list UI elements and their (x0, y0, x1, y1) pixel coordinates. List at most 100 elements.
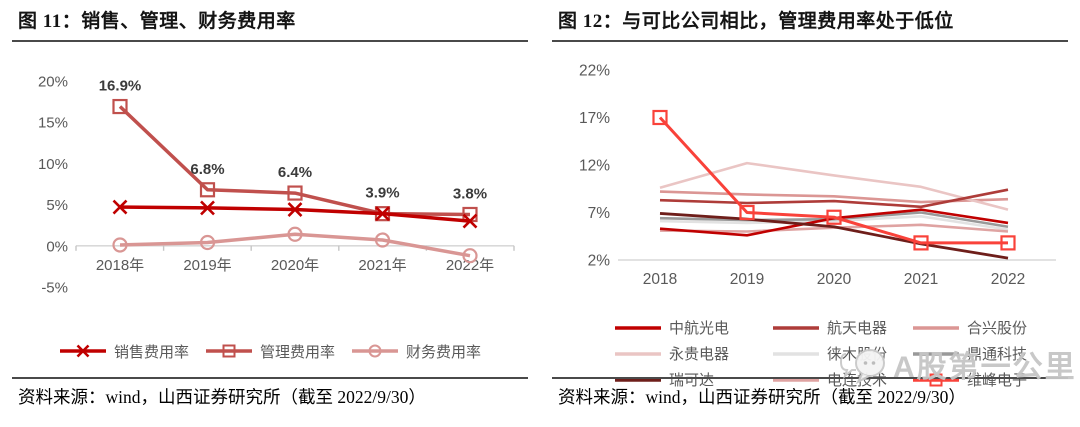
legend-item-财务费用率: 财务费用率 (351, 341, 481, 362)
x-marker (462, 213, 478, 229)
circle-marker (368, 344, 382, 358)
square-marker (826, 209, 842, 225)
y-tick-label: 5% (46, 197, 68, 214)
y-tick-label: 22% (579, 63, 610, 80)
fig12-legend: 中航光电 航天电器 合兴股份 永贵电器 徕木股份 鼎通科技 瑞可达 电连技术 维峰电子 (540, 307, 1080, 389)
fig11-title-rule (12, 40, 528, 42)
legend-swatch (59, 344, 106, 358)
chat-bubble-icon (840, 349, 885, 384)
series-line-财务费用率 (119, 232, 471, 258)
legend-swatch (773, 377, 819, 382)
y-tick-label: 17% (579, 110, 610, 127)
y-tick-label: -5% (41, 280, 68, 297)
y-tick-label: 7% (588, 205, 611, 222)
fig11-source: 资料来源：wind，山西证券研究所（截至 2022/9/30） (18, 387, 426, 407)
legend-item-中航光电: 中航光电 (614, 317, 772, 338)
legend-item-维峰电子: 维峰电子 (912, 369, 1080, 390)
point-label: 6.4% (278, 164, 312, 181)
fig12-plot: 22% 17% 12% 7% 2% 2018 2019 2020 2021 2022 (579, 63, 1056, 288)
x-tick-label: 2018年 (96, 257, 144, 274)
series-line-徕木股份 (659, 215, 1009, 231)
legend-swatch (913, 373, 959, 386)
square-marker (652, 109, 668, 126)
fig12-chart: 22% 17% 12% 7% 2% 2018 2019 2020 2021 2022 (540, 44, 1080, 307)
square-marker (199, 182, 216, 198)
point-label: 3.9% (365, 185, 399, 202)
x-marker (375, 206, 390, 222)
x-tick-label: 2021 (904, 271, 938, 288)
square-marker (112, 98, 128, 115)
point-label: 16.9% (99, 78, 142, 95)
legend-swatch (615, 351, 661, 356)
circle-marker (374, 232, 391, 248)
legend-swatch (615, 377, 661, 382)
x-tick-label: 2019年 (183, 257, 231, 274)
x-tick-label: 2022 (991, 271, 1025, 288)
legend-swatch (913, 351, 959, 356)
y-tick-label: 12% (579, 158, 610, 175)
x-marker (76, 344, 90, 358)
legend-item-鼎通科技: 鼎通科技 (912, 343, 1080, 364)
legend-label: 合兴股份 (967, 320, 1028, 337)
point-label: 6.8% (190, 161, 224, 178)
legend-label: 瑞可达 (669, 372, 715, 389)
square-marker (1000, 235, 1016, 251)
legend-label: 永贵电器 (669, 346, 730, 363)
series-line-维峰电子 (658, 116, 1008, 245)
x-tick-label: 2020年 (271, 257, 319, 274)
x-tick-label: 2021年 (358, 257, 406, 274)
square-marker (222, 344, 236, 358)
y-tick-label: 20% (38, 74, 68, 91)
legend-item-航天电器: 航天电器 (772, 317, 912, 338)
panel-fig11: 图 11：销售、管理、财务费用率 20% 15% 10% 5% 0% -5% 2018年 20… (0, 11, 540, 407)
fig12-title-rule (552, 40, 1068, 42)
watermark: A股第一公里 (840, 342, 1077, 386)
legend-swatch (773, 325, 819, 330)
circle-marker (462, 248, 478, 264)
legend-swatch (615, 325, 661, 330)
series-line-航天电器 (659, 188, 1009, 209)
square-marker (929, 373, 943, 386)
point-label: 3.8% (453, 185, 487, 202)
legend-label: 销售费用率 (113, 343, 189, 361)
legend-item-永贵电器: 永贵电器 (614, 343, 772, 364)
circle-marker (199, 234, 216, 251)
y-tick-label: 0% (46, 238, 68, 255)
fig11-plot: 20% 15% 10% 5% 0% -5% 2018年 2019年 2020年 2021年 2022… (38, 74, 515, 297)
fig11-legend: 销售费用率 管理费用率 财务费用率 (0, 307, 540, 377)
legend-label: 航天电器 (827, 320, 888, 337)
circle-marker (112, 237, 128, 253)
legend-label: 中航光电 (669, 320, 730, 337)
square-marker (739, 204, 755, 221)
y-tick-label: 2% (588, 253, 611, 270)
legend-swatch (205, 344, 252, 358)
x-tick-label: 2018 (643, 271, 677, 288)
x-tick-label: 2019 (730, 271, 764, 288)
panel-fig12: 图 12：与可比公司相比，管理费用率处于低位 22% 17% 12% 7% 2% 2018… (540, 0, 1080, 427)
fig11-bottom-rule (12, 377, 528, 379)
watermark-text: A股第一公里 (893, 351, 1077, 384)
fig12-bottom-rule (552, 377, 1068, 379)
legend-swatch (913, 325, 959, 330)
x-tick-label: 2020 (817, 271, 852, 288)
y-tick-label: 10% (38, 156, 68, 173)
fig11-chart: 20% 15% 10% 5% 0% -5% 2018年 2019年 2020年 2021年 2022… (0, 44, 540, 307)
legend-label: 维峰电子 (967, 372, 1028, 389)
fig11-title: 图 11：销售、管理、财务费用率 (18, 11, 296, 32)
fig12-source: 资料来源：wind，山西证券研究所（截至 2022/9/30） (558, 387, 966, 407)
series-line-永贵电器 (659, 161, 1009, 211)
series-line-瑞可达 (659, 212, 1009, 260)
x-marker (287, 202, 303, 217)
legend-swatch (352, 344, 398, 358)
legend-label: 鼎通科技 (967, 346, 1028, 363)
square-marker (287, 185, 303, 201)
legend-item-销售费用率: 销售费用率 (59, 341, 189, 362)
legend-label: 财务费用率 (406, 343, 482, 361)
legend-item-管理费用率: 管理费用率 (205, 341, 335, 362)
legend-label: 管理费用率 (259, 343, 335, 361)
square-marker (913, 235, 929, 251)
circle-marker (287, 226, 303, 242)
series-line-管理费用率 (118, 105, 471, 217)
fig12-title: 图 12：与可比公司相比，管理费用率处于低位 (558, 11, 954, 32)
